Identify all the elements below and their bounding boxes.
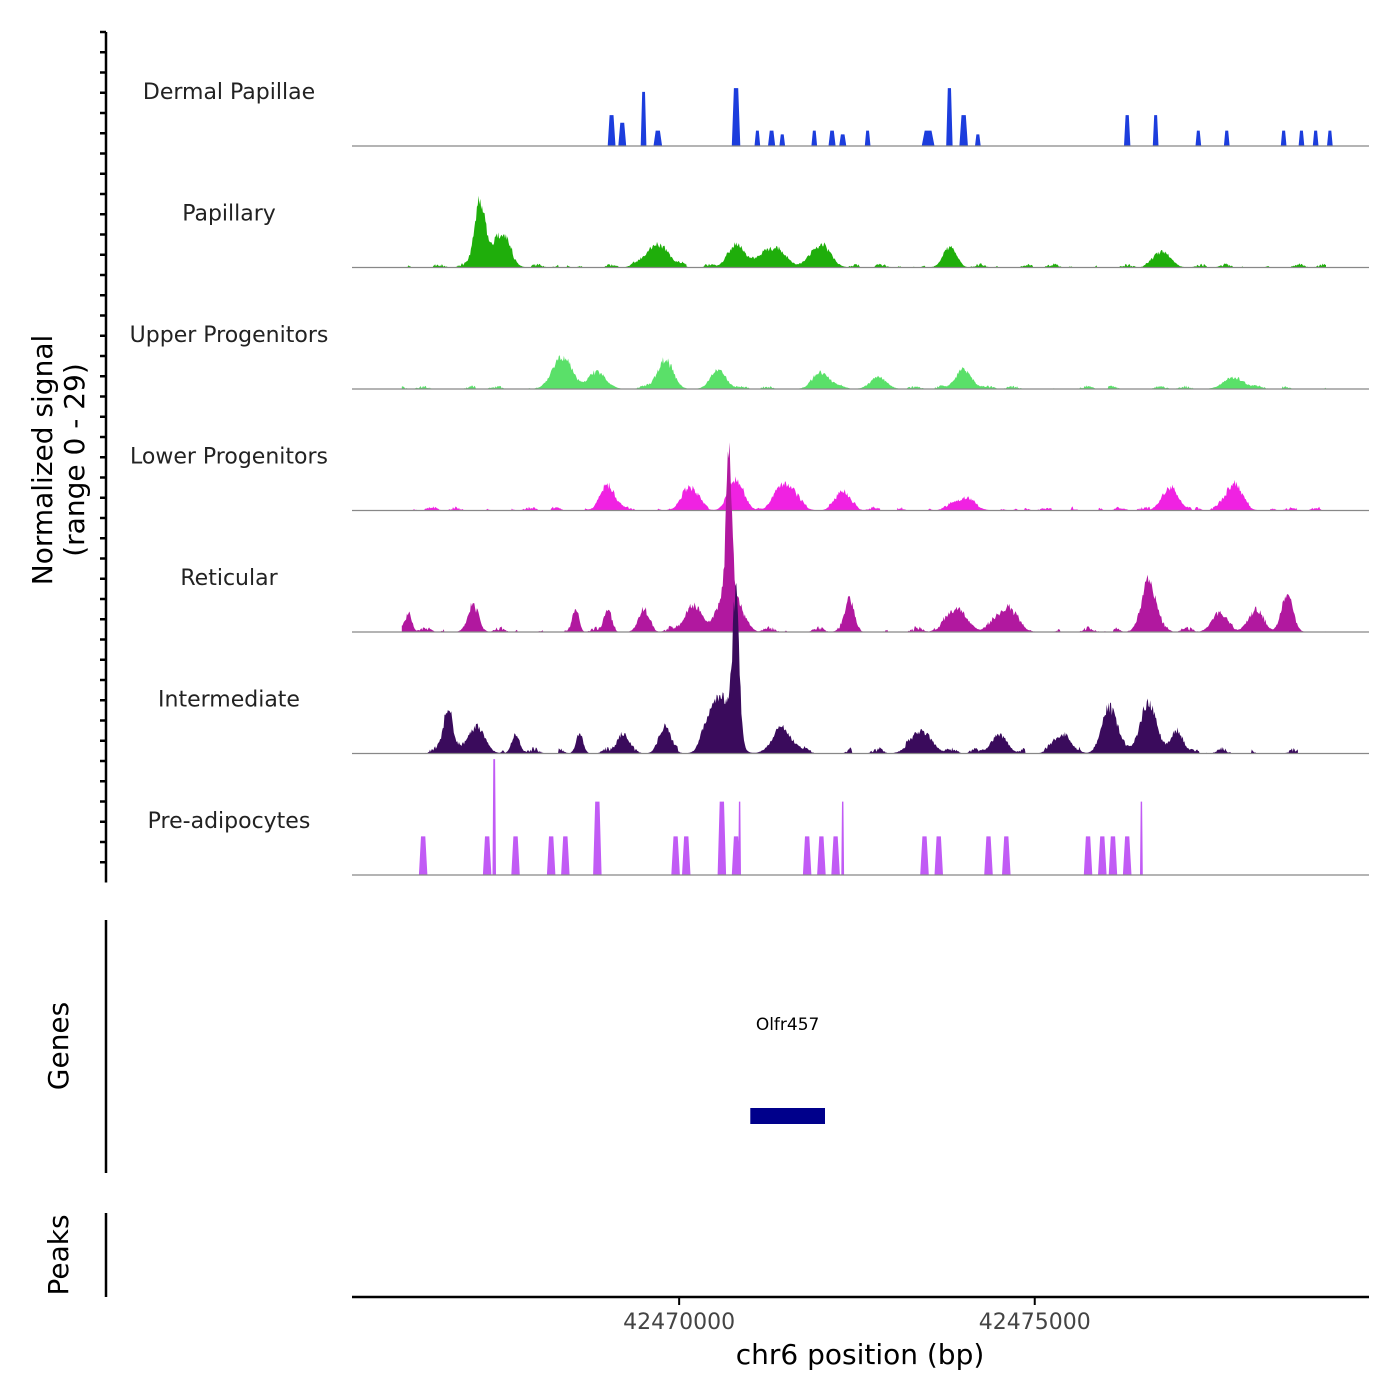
x-axis-ticks: 42470000 42475000 <box>623 1297 1091 1335</box>
track-label: Intermediate <box>158 688 300 713</box>
signal-area <box>401 195 1326 268</box>
signal-area <box>401 476 1326 511</box>
track-label: Upper Progenitors <box>130 323 329 348</box>
track-label: Reticular <box>180 566 278 591</box>
track-label: Papillary <box>182 202 276 227</box>
peaks-panel-label: Peaks <box>42 1214 75 1295</box>
x-tick-label: 42475000 <box>979 1310 1091 1335</box>
signal-y-axis <box>100 30 108 883</box>
track-lower-progenitors: Lower Progenitors <box>130 445 1369 512</box>
gene-body <box>750 1108 825 1124</box>
track-papillary: Papillary <box>182 195 1369 269</box>
signal-area <box>401 355 1326 389</box>
coverage-tracks: Dermal Papillae Papillary Upper Progenitor… <box>130 80 1369 876</box>
y-axis-label-line2: (range 0 - 29) <box>58 363 91 557</box>
y-axis-label-line1: Normalized signal <box>26 335 59 586</box>
x-tick-label: 42470000 <box>623 1310 735 1335</box>
track-label: Dermal Papillae <box>143 80 315 105</box>
track-reticular: Reticular <box>180 442 1369 633</box>
track-dermal-papillae: Dermal Papillae <box>143 80 1369 147</box>
gene-label: Olfr457 <box>756 1015 820 1035</box>
track-upper-progenitors: Upper Progenitors <box>130 323 1369 390</box>
track-pre-adipocytes: Pre-adipocytes <box>148 759 1369 876</box>
x-axis-label: chr6 position (bp) <box>736 1338 985 1371</box>
track-label: Pre-adipocytes <box>148 809 311 834</box>
track-intermediate: Intermediate <box>158 583 1369 755</box>
genes-panel-label: Genes <box>42 1002 75 1090</box>
signal-area <box>418 759 1143 875</box>
signal-area <box>401 442 1326 632</box>
signal-area <box>607 88 1333 146</box>
track-label: Lower Progenitors <box>130 445 328 470</box>
